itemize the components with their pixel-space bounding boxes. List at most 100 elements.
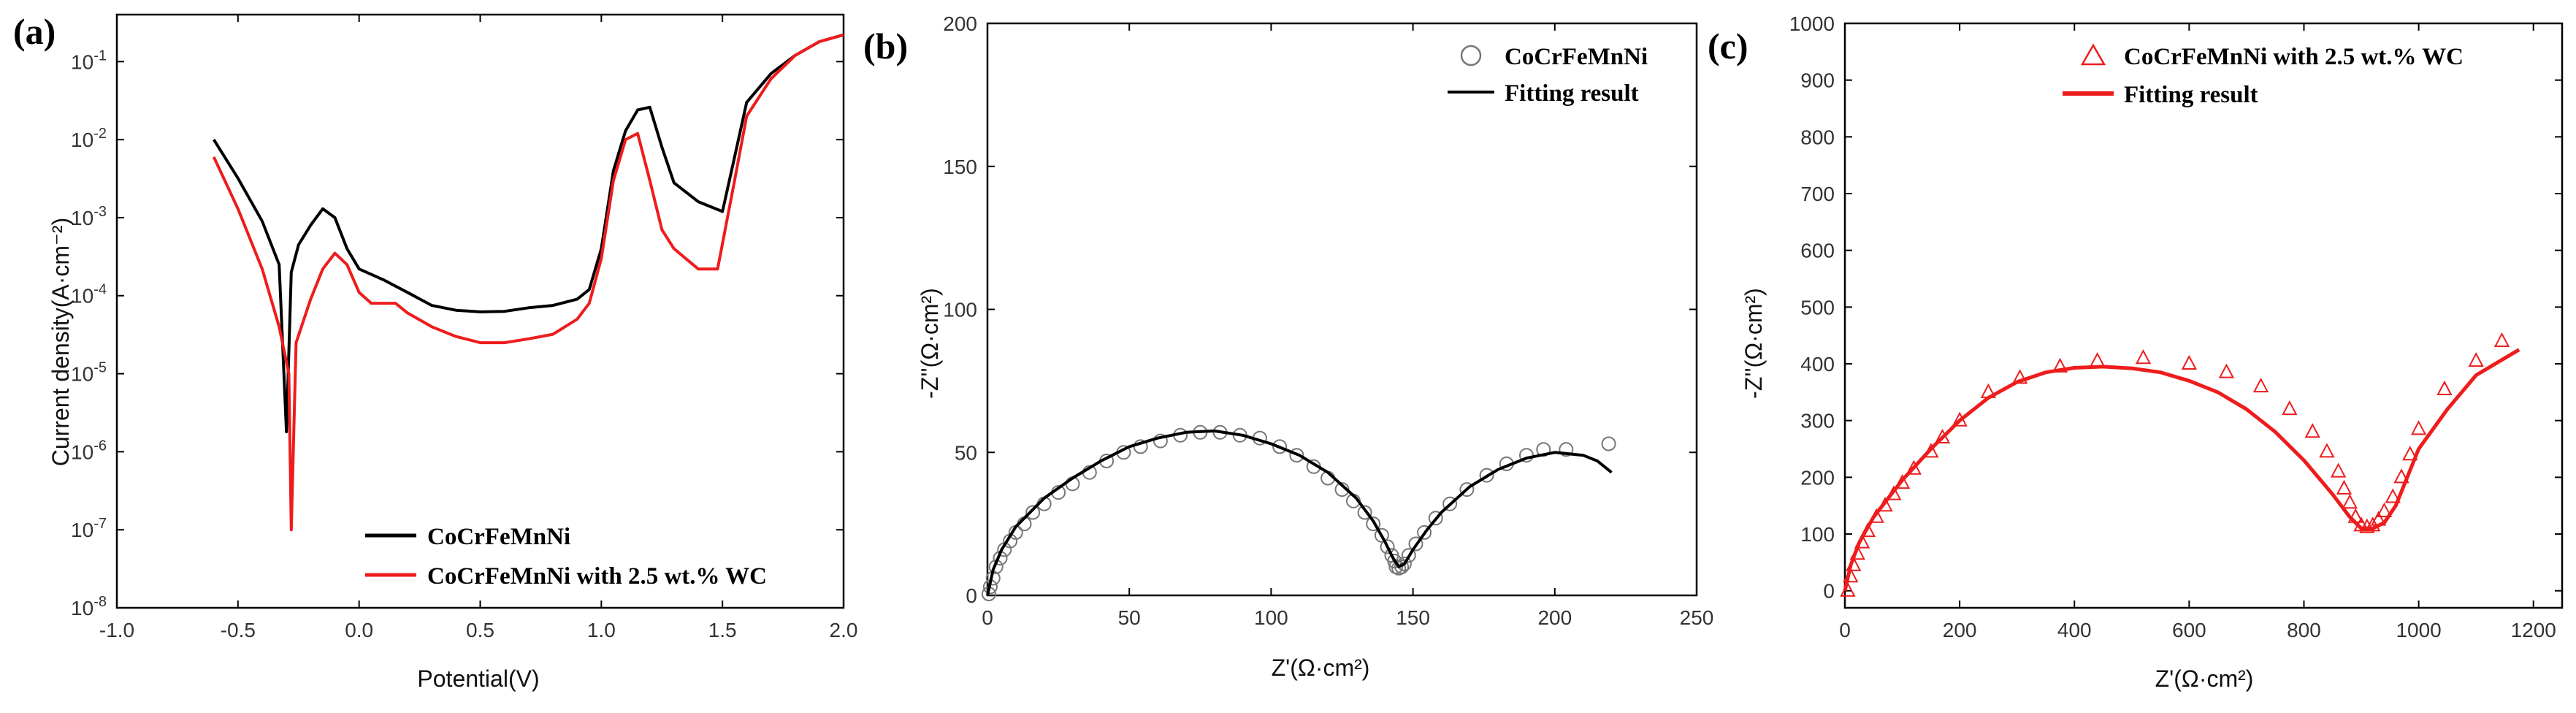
panel-c-data-point — [2493, 332, 2510, 347]
panel-a-xlabel: Potential(V) — [417, 666, 539, 692]
panel-c-data-point — [2011, 369, 2028, 384]
panel-c-xtick-label: 800 — [2287, 619, 2321, 641]
panel-a-xtick-label: 0.0 — [345, 619, 373, 641]
panel-c-ytick-label: 0 — [1823, 580, 1835, 603]
panel-b-data-point — [1479, 468, 1494, 483]
panel-b-data-point — [1380, 539, 1395, 554]
panel-b-ylabel: -Z''(Ω·cm²) — [917, 288, 943, 399]
panel-b-data-point — [1428, 511, 1443, 526]
panel-label-a: (a) — [13, 11, 56, 52]
panel-b-data-point — [1459, 482, 1475, 497]
panel-c-ylabel: -Z''(Ω·cm²) — [1740, 288, 1767, 399]
panel-a-ytick-label: 10-2 — [71, 126, 107, 151]
panel-c-data-point — [2468, 351, 2484, 367]
panel-c-xtick-label: 600 — [2172, 619, 2206, 641]
panel-c-data-point — [2410, 420, 2427, 435]
panel-c-xlabel: Z'(Ω·cm²) — [2155, 666, 2254, 692]
panel-c-xtick-label: 200 — [1943, 619, 1977, 641]
panel-a-ytick-label: 10-6 — [71, 438, 107, 463]
panel-a-ytick-label: 10-3 — [71, 204, 107, 229]
panel-b-data-point — [1289, 448, 1304, 463]
panel-c-frame — [1843, 22, 2564, 609]
panel-a-legend-label-2: CoCrFeMnNi with 2.5 wt.% WC — [427, 563, 767, 590]
panel-c-legend-label-1: CoCrFeMnNi with 2.5 wt.% WC — [2124, 44, 2464, 70]
panel-c-legend-swatch-1 — [2080, 43, 2106, 66]
panel-c-ytick-label: 200 — [1800, 466, 1835, 489]
panel-b-data-point — [1417, 525, 1432, 540]
panel-b-data-point — [1374, 527, 1389, 543]
panel-a-ylabel: Current density(A·cm⁻²) — [47, 218, 74, 467]
panel-a-legend: CoCrFeMnNi CoCrFeMnNi with 2.5 wt.% WC — [365, 524, 767, 590]
panel-c-data-point — [2181, 354, 2198, 370]
panel-c-data-point — [2393, 468, 2409, 484]
panel-a-series-line-1 — [212, 33, 844, 532]
panel-a-series-line-0 — [213, 33, 844, 434]
panel-a-ytick-label: 10-8 — [71, 594, 107, 619]
panel-b-xtick-label: 200 — [1537, 606, 1572, 629]
panel-c-data-point — [2252, 377, 2269, 393]
panel-b-xtick-label: 100 — [1254, 606, 1288, 629]
panel-c-data-point — [2218, 363, 2235, 378]
panel-b-data-point — [1025, 505, 1041, 520]
panel-a-xtick-label: 1.5 — [708, 619, 737, 641]
panel-a-legend-label-1: CoCrFeMnNi — [427, 524, 570, 550]
panel-b-data-point — [1559, 442, 1574, 457]
panel-b-ytick-label: 100 — [943, 299, 977, 321]
panel-c-data-point — [1906, 460, 1922, 475]
panel-c-data-point — [2135, 349, 2152, 365]
panel-b-legend-swatch-1 — [1460, 45, 1482, 66]
panel-a-ytick-label: 10-4 — [71, 282, 107, 308]
panel-b-data-point — [1394, 559, 1410, 574]
panel-b-ytick-label: 200 — [943, 12, 977, 35]
panel-b-ytick-label: 150 — [943, 156, 977, 178]
panel-c-data-point — [2336, 479, 2353, 495]
panel-b-xtick-label: 0 — [982, 606, 993, 629]
panel-label-c: (c) — [1708, 26, 1748, 66]
panel-b-nyquist-cocrfemnni: 0 50 100 150 200 250 0 50 100 150 200 — [943, 12, 1713, 629]
panel-c-data-point — [2376, 502, 2393, 517]
panel-c-xtick-label: 1200 — [2511, 619, 2556, 641]
panel-c-ytick-label: 500 — [1800, 296, 1835, 319]
panel-c-ytick-label: 600 — [1800, 240, 1835, 262]
panel-b-data-point — [1442, 496, 1458, 511]
panel-a-xtick-label: -1.0 — [99, 619, 134, 641]
panel-b-xtick-label: 50 — [1118, 606, 1141, 629]
panel-c-nyquist-wc: 0 200 400 600 800 1000 1200 0 100 200 300 400 500 600… — [1789, 12, 2564, 641]
panel-b-data-point — [1153, 433, 1168, 449]
panel-a-xtick-label: 0.5 — [466, 619, 494, 641]
panel-c-xtick-label: 400 — [2057, 619, 2092, 641]
panel-c-ytick-label: 900 — [1800, 69, 1835, 92]
panel-c-ytick-label: 400 — [1800, 353, 1835, 375]
panel-a-ytick-label: 10-5 — [71, 360, 107, 386]
panel-c-ytick-label: 800 — [1800, 126, 1835, 148]
panel-c-data-point — [2437, 380, 2453, 395]
panel-a-ytick-label: 10-1 — [71, 47, 107, 73]
panel-c-legend: CoCrFeMnNi with 2.5 wt.% WC Fitting resu… — [2063, 43, 2464, 108]
panel-b-legend: CoCrFeMnNi Fitting result — [1448, 44, 1648, 107]
panel-a-xtick-label: 2.0 — [830, 619, 858, 641]
panel-a-xtick-label: -0.5 — [221, 619, 256, 641]
panel-c-series-line-1 — [1843, 348, 2520, 592]
panel-c-ytick-label: 100 — [1800, 523, 1835, 546]
panel-b-xtick-label: 150 — [1396, 606, 1430, 629]
panel-c-data-point — [2330, 462, 2347, 478]
panel-a-xtick-label: 1.0 — [587, 619, 616, 641]
panel-b-ytick-label: 50 — [955, 441, 977, 464]
panel-c-ytick-label: 1000 — [1789, 12, 1835, 35]
panel-c-ytick-label: 700 — [1800, 183, 1835, 205]
panel-b-legend-label-2: Fitting result — [1505, 80, 1639, 107]
panel-b-ytick-label: 0 — [966, 584, 977, 607]
panel-b-series-line-1 — [986, 429, 1613, 596]
panel-c-data-point — [2282, 400, 2298, 416]
panel-b-legend-label-1: CoCrFeMnNi — [1505, 44, 1648, 70]
panel-b-data-point — [1366, 516, 1381, 532]
panel-b-xtick-label: 250 — [1680, 606, 1714, 629]
panel-c-data-point — [2359, 518, 2375, 533]
panel-c-data-point — [2385, 488, 2401, 503]
panel-c-ytick-label: 300 — [1800, 410, 1835, 432]
panel-c-legend-label-2: Fitting result — [2124, 82, 2258, 108]
panel-c-xtick-label: 1000 — [2396, 619, 2441, 641]
panel-a-potentiodynamic-polarization: -1.0 -0.5 0.0 0.5 1.0 1.5 2.0 10-1 10-2 10-3 10-4 1… — [71, 13, 858, 641]
panel-b-data-point — [1272, 439, 1288, 454]
